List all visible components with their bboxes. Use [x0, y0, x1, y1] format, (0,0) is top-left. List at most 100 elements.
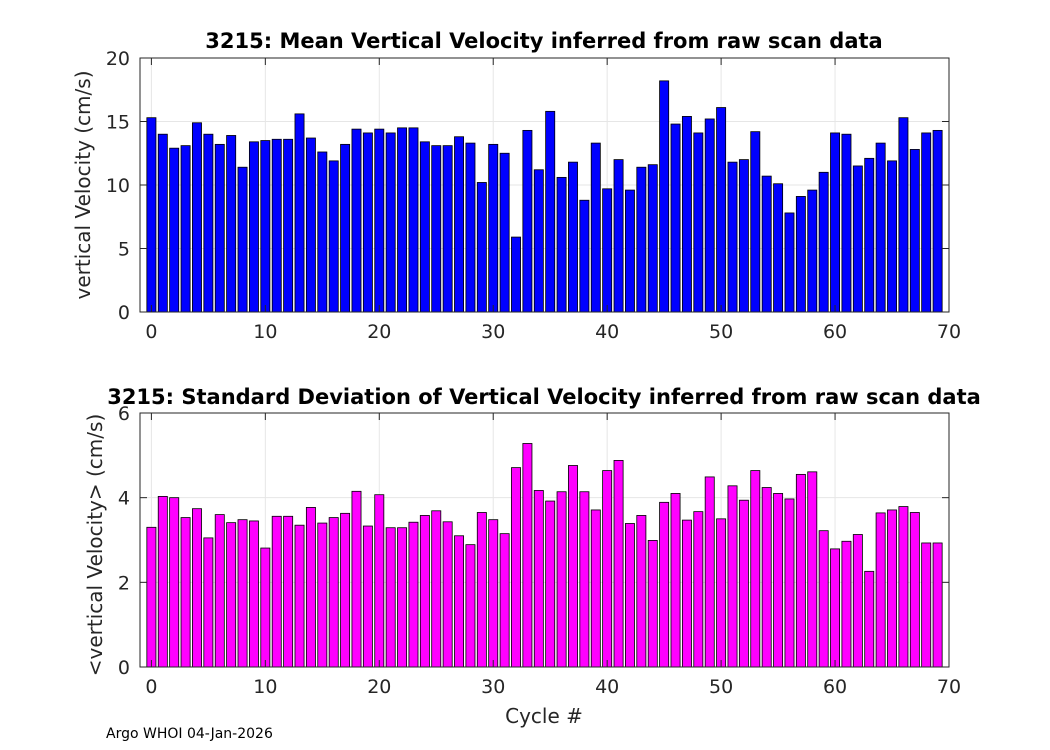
bar [362, 525, 373, 668]
bar [864, 570, 875, 668]
bar [408, 521, 419, 668]
bar [214, 514, 225, 668]
bar [579, 199, 590, 313]
x-tick-label: 20 [367, 321, 391, 343]
x-axis-label: Cycle # [505, 704, 583, 728]
bar [625, 523, 635, 668]
x-tick-label: 10 [253, 676, 277, 698]
bar [670, 493, 681, 668]
y-tick-label: 6 [118, 403, 130, 425]
bar [248, 520, 259, 668]
bar [180, 517, 191, 668]
bar [681, 116, 692, 313]
x-tick-label: 60 [823, 321, 847, 343]
bar [385, 527, 396, 668]
bar [852, 165, 863, 313]
bar [887, 509, 897, 668]
bar [887, 160, 897, 313]
bar [488, 519, 499, 668]
bar [602, 188, 613, 313]
bar [568, 465, 578, 668]
bar [317, 151, 328, 313]
bar [795, 196, 806, 313]
bar [374, 128, 385, 313]
y-tick-label: 2 [118, 572, 130, 594]
bar [818, 530, 829, 668]
bar [146, 526, 157, 668]
x-tick-label: 30 [481, 676, 505, 698]
bar [556, 176, 567, 313]
bar [750, 131, 761, 313]
bar [784, 498, 795, 668]
bar [704, 476, 715, 668]
bar [704, 118, 715, 313]
bar [283, 138, 294, 313]
y-tick-label: 20 [106, 48, 130, 70]
bar [522, 443, 533, 668]
bar [693, 132, 704, 313]
bar [533, 490, 544, 668]
x-tick-label: 0 [145, 676, 157, 698]
bar [556, 491, 567, 668]
bar [271, 515, 282, 668]
chart-title: 3215: Mean Vertical Velocity inferred fr… [205, 29, 882, 53]
y-tick-label: 4 [118, 488, 130, 510]
bar [921, 542, 932, 668]
bar [157, 495, 168, 668]
axes-box [139, 412, 950, 668]
x-tick-label: 40 [595, 321, 619, 343]
bar [351, 490, 362, 668]
bar [636, 166, 647, 313]
bar [328, 517, 339, 668]
bar [875, 512, 886, 668]
bar [294, 113, 305, 313]
bar [693, 511, 704, 668]
bar [454, 535, 464, 668]
chart-title: 3215: Standard Deviation of Vertical Vel… [107, 385, 981, 409]
bar [146, 117, 157, 313]
bar [488, 143, 499, 313]
bar [442, 145, 453, 313]
bar [203, 133, 214, 313]
x-tick-label: 30 [481, 321, 505, 343]
bar [590, 142, 601, 313]
y-axis-label: <vertical Velocity> (cm/s) [83, 414, 107, 677]
y-axis-label: vertical Velocity (cm/s) [71, 71, 95, 300]
bar [374, 494, 385, 668]
bar [283, 515, 294, 668]
bar [659, 501, 670, 668]
bar [670, 123, 681, 313]
bar [773, 493, 784, 668]
bar [385, 132, 396, 313]
bar [237, 519, 248, 668]
bar [419, 515, 430, 668]
x-tick-label: 50 [709, 321, 733, 343]
bar [932, 542, 943, 668]
bar [408, 127, 419, 313]
y-tick-label: 10 [106, 175, 130, 197]
bar [294, 524, 305, 668]
bar [442, 521, 453, 668]
bar [852, 534, 863, 668]
bar [522, 129, 533, 313]
bar [864, 157, 875, 313]
bar [226, 135, 237, 313]
bar [647, 164, 658, 313]
y-tick-label: 5 [118, 239, 130, 261]
bar [795, 473, 806, 668]
bar [784, 212, 795, 313]
bar [465, 142, 476, 313]
bar [613, 460, 624, 668]
bar [351, 128, 362, 313]
bar [898, 117, 909, 313]
footer-credit: Argo WHOI 04-Jan-2026 [106, 726, 273, 742]
bar [180, 145, 191, 313]
bar [568, 161, 578, 313]
bar [465, 544, 476, 668]
bar [499, 533, 510, 668]
x-tick-label: 70 [937, 321, 961, 343]
bar [362, 132, 373, 313]
bar [636, 515, 647, 668]
bar [476, 512, 487, 668]
bar [157, 133, 168, 313]
